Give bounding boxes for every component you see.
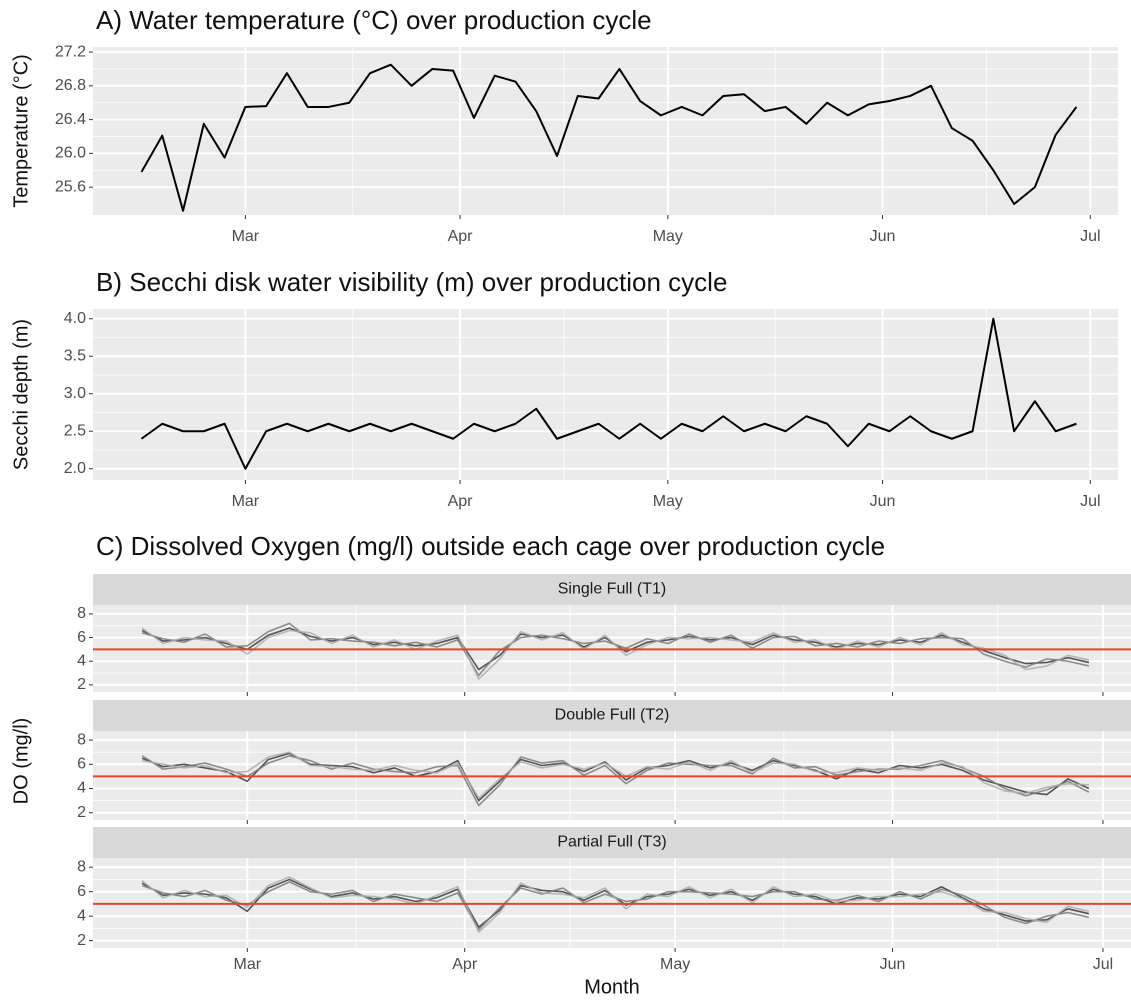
y-tick-label: 25.6 [55, 178, 86, 195]
data-line [140, 317, 1077, 470]
facet-strip [93, 574, 1131, 605]
y-tick-label: 2.5 [64, 422, 86, 439]
y-tick-label: 3.5 [64, 347, 86, 364]
y-tick-label: 4.0 [64, 310, 86, 327]
facet-strip [93, 827, 1131, 858]
y-tick-label: 2 [77, 804, 86, 821]
facet-title: Single Full (T1) [558, 581, 666, 598]
facet-title: Double Full (T2) [555, 707, 670, 724]
y-tick-label: 26.8 [55, 77, 86, 94]
x-tick-label: Mar [232, 228, 260, 245]
x-tick-label: Jul [1080, 493, 1100, 510]
y-tick-label: 27.2 [55, 43, 86, 60]
y-tick-label: 8 [77, 731, 86, 748]
chart-title: C) Dissolved Oxygen (mg/l) outside each … [96, 531, 885, 561]
x-tick-label: Jul [1093, 956, 1113, 973]
y-tick-label: 2.0 [64, 460, 86, 477]
x-tick-label: Jun [880, 956, 906, 973]
y-tick-label: 8 [77, 858, 86, 875]
x-axis-title: Month [584, 976, 640, 998]
y-tick-label: 6 [77, 883, 86, 900]
data-line [141, 876, 1090, 933]
x-tick-label: Mar [232, 493, 260, 510]
x-tick-label: Apr [448, 493, 474, 510]
x-tick-label: Apr [452, 956, 478, 973]
y-tick-label: 8 [77, 605, 86, 622]
data-line [141, 627, 1090, 680]
x-tick-label: Apr [448, 228, 474, 245]
y-tick-label: 6 [77, 629, 86, 646]
data-line [140, 63, 1078, 212]
y-axis-title: Secchi depth (m) [10, 319, 32, 470]
x-tick-label: Jun [870, 493, 896, 510]
x-tick-label: May [653, 228, 683, 245]
y-tick-label: 3.0 [64, 385, 86, 402]
y-tick-label: 26.0 [55, 145, 86, 162]
x-tick-label: May [660, 956, 690, 973]
x-tick-label: Jul [1080, 228, 1100, 245]
chart-title: B) Secchi disk water visibility (m) over… [96, 267, 727, 297]
x-tick-label: Jun [870, 228, 896, 245]
y-tick-label: 2 [77, 676, 86, 693]
y-tick-label: 26.4 [55, 111, 86, 128]
y-tick-label: 6 [77, 756, 86, 773]
y-tick-label: 4 [77, 907, 86, 924]
chart-title: A) Water temperature (°C) over productio… [96, 5, 652, 35]
x-tick-label: Mar [234, 956, 262, 973]
facet-strip [93, 700, 1131, 731]
panel-background [93, 47, 1118, 215]
data-line [141, 751, 1089, 799]
y-tick-label: 2 [77, 932, 86, 949]
y-tick-label: 4 [77, 780, 86, 797]
facet-title: Partial Full (T3) [557, 834, 666, 851]
y-axis-title: Temperature (°C) [10, 54, 32, 208]
y-axis-title: DO (mg/l) [10, 718, 32, 805]
y-tick-label: 4 [77, 652, 86, 669]
x-tick-label: May [653, 493, 683, 510]
